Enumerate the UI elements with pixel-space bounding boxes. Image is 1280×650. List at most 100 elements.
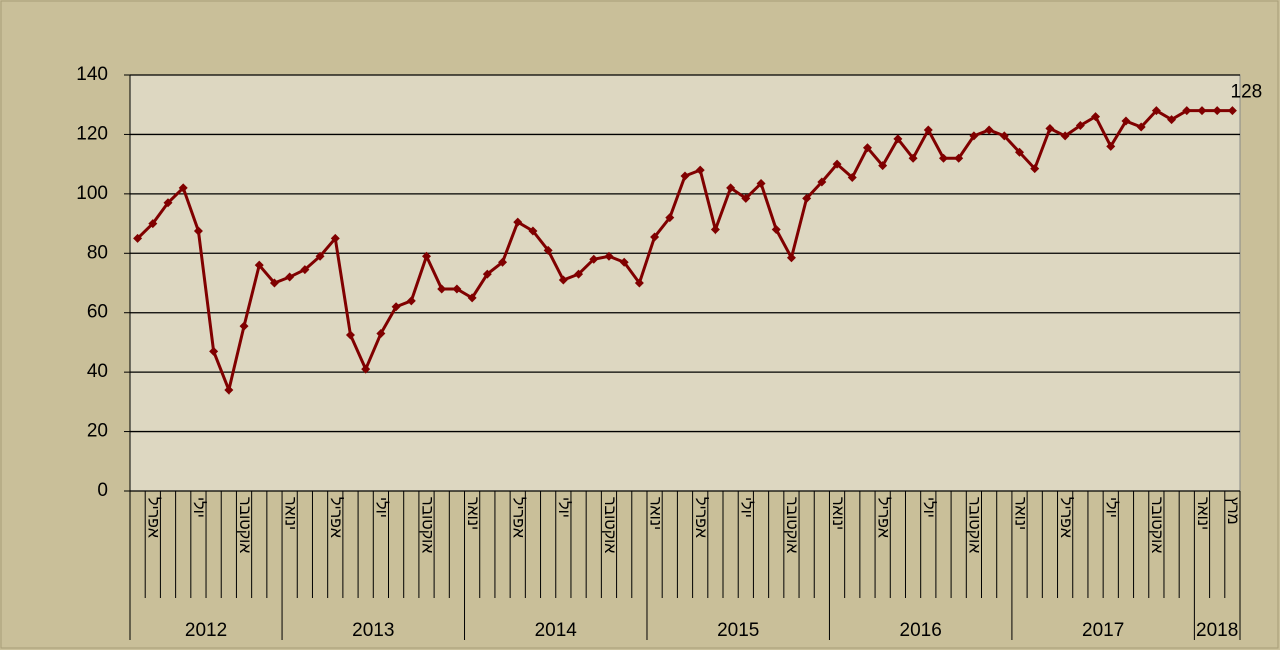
marker	[938, 153, 948, 163]
marker	[300, 265, 310, 275]
x-tick-label: יולי	[373, 497, 391, 518]
marker	[1212, 106, 1222, 116]
year-label: 2016	[900, 620, 942, 641]
marker	[650, 232, 660, 242]
x-tick-label: אוקטובר	[601, 497, 618, 553]
year-label: 2017	[1082, 620, 1124, 641]
marker	[269, 278, 279, 288]
marker	[771, 225, 781, 235]
marker	[619, 257, 629, 267]
marker	[1075, 121, 1085, 131]
plot-area	[129, 74, 1241, 492]
marker	[847, 173, 857, 183]
y-tick-label: 60	[87, 302, 108, 323]
y-tick-label: 0	[97, 480, 108, 501]
marker	[285, 272, 295, 282]
marker	[513, 217, 523, 227]
marker	[1227, 106, 1237, 116]
y-tick-label: 40	[87, 361, 108, 382]
marker	[376, 329, 386, 339]
x-tick-label: אפריל	[510, 497, 528, 538]
marker	[1045, 123, 1055, 133]
year-label: 2013	[352, 620, 394, 641]
y-tick-label: 140	[76, 64, 108, 85]
x-tick-label: יולי	[738, 497, 756, 518]
x-tick-label: ינואר	[1011, 497, 1028, 530]
x-tick-label: מרץ	[1224, 497, 1241, 525]
marker	[315, 251, 325, 261]
y-tick-label: 100	[76, 183, 108, 204]
x-tick-label: אפריל	[692, 497, 710, 538]
marker	[209, 346, 219, 356]
year-label: 2018	[1196, 620, 1238, 641]
marker	[832, 159, 842, 169]
x-tick-label: אוקטובר	[966, 497, 983, 553]
marker	[1136, 122, 1146, 132]
marker	[558, 275, 568, 285]
marker	[574, 269, 584, 279]
marker	[1060, 131, 1070, 141]
marker	[878, 161, 888, 171]
y-tick-label: 80	[87, 242, 108, 263]
x-tick-label: ינואר	[646, 497, 663, 530]
x-tick-label: אפריל	[874, 497, 892, 538]
marker	[1091, 112, 1101, 122]
marker	[452, 284, 462, 294]
marker	[224, 385, 234, 395]
marker	[391, 302, 401, 312]
x-tick-label: אפריל	[1057, 497, 1075, 538]
marker	[239, 321, 249, 331]
marker	[528, 226, 538, 236]
marker	[1167, 115, 1177, 125]
x-tick-label: אוקטובר	[418, 497, 435, 553]
x-tick-label: ינואר	[281, 497, 298, 530]
marker	[999, 131, 1009, 141]
x-tick-label: אפריל	[145, 497, 163, 538]
marker	[178, 183, 188, 193]
marker	[817, 177, 827, 187]
marker	[437, 284, 447, 294]
marker	[969, 131, 979, 141]
marker	[1151, 106, 1161, 116]
marker	[786, 253, 796, 263]
x-tick-label: יולי	[555, 497, 573, 518]
marker	[862, 143, 872, 153]
marker	[254, 260, 264, 270]
marker	[604, 251, 614, 261]
marker	[482, 269, 492, 279]
marker	[634, 278, 644, 288]
marker	[893, 134, 903, 144]
marker	[1121, 116, 1131, 126]
x-tick-label: יולי	[1103, 497, 1121, 518]
marker	[163, 198, 173, 208]
marker	[695, 165, 705, 175]
marker	[193, 226, 203, 236]
marker	[1015, 147, 1025, 157]
marker	[1106, 141, 1116, 151]
marker	[802, 193, 812, 203]
data-label: 128	[1231, 82, 1263, 103]
marker	[665, 213, 675, 223]
marker	[330, 233, 340, 243]
x-tick-label: אוקטובר	[236, 497, 253, 553]
marker	[467, 293, 477, 303]
marker	[756, 178, 766, 188]
marker	[543, 245, 553, 255]
marker	[498, 257, 508, 267]
x-tick-label: אוקטובר	[783, 497, 800, 553]
marker	[422, 251, 432, 261]
marker	[710, 225, 720, 235]
marker	[1182, 106, 1192, 116]
marker	[680, 171, 690, 181]
x-tick-label: יולי	[920, 497, 938, 518]
marker	[923, 125, 933, 135]
marker	[133, 233, 143, 243]
x-tick-label: אפריל	[327, 497, 345, 538]
x-tick-label: אוקטובר	[1148, 497, 1165, 553]
year-label: 2012	[185, 620, 227, 641]
y-tick-label: 20	[87, 421, 108, 442]
x-tick-label: יולי	[190, 497, 208, 518]
marker	[345, 330, 355, 340]
